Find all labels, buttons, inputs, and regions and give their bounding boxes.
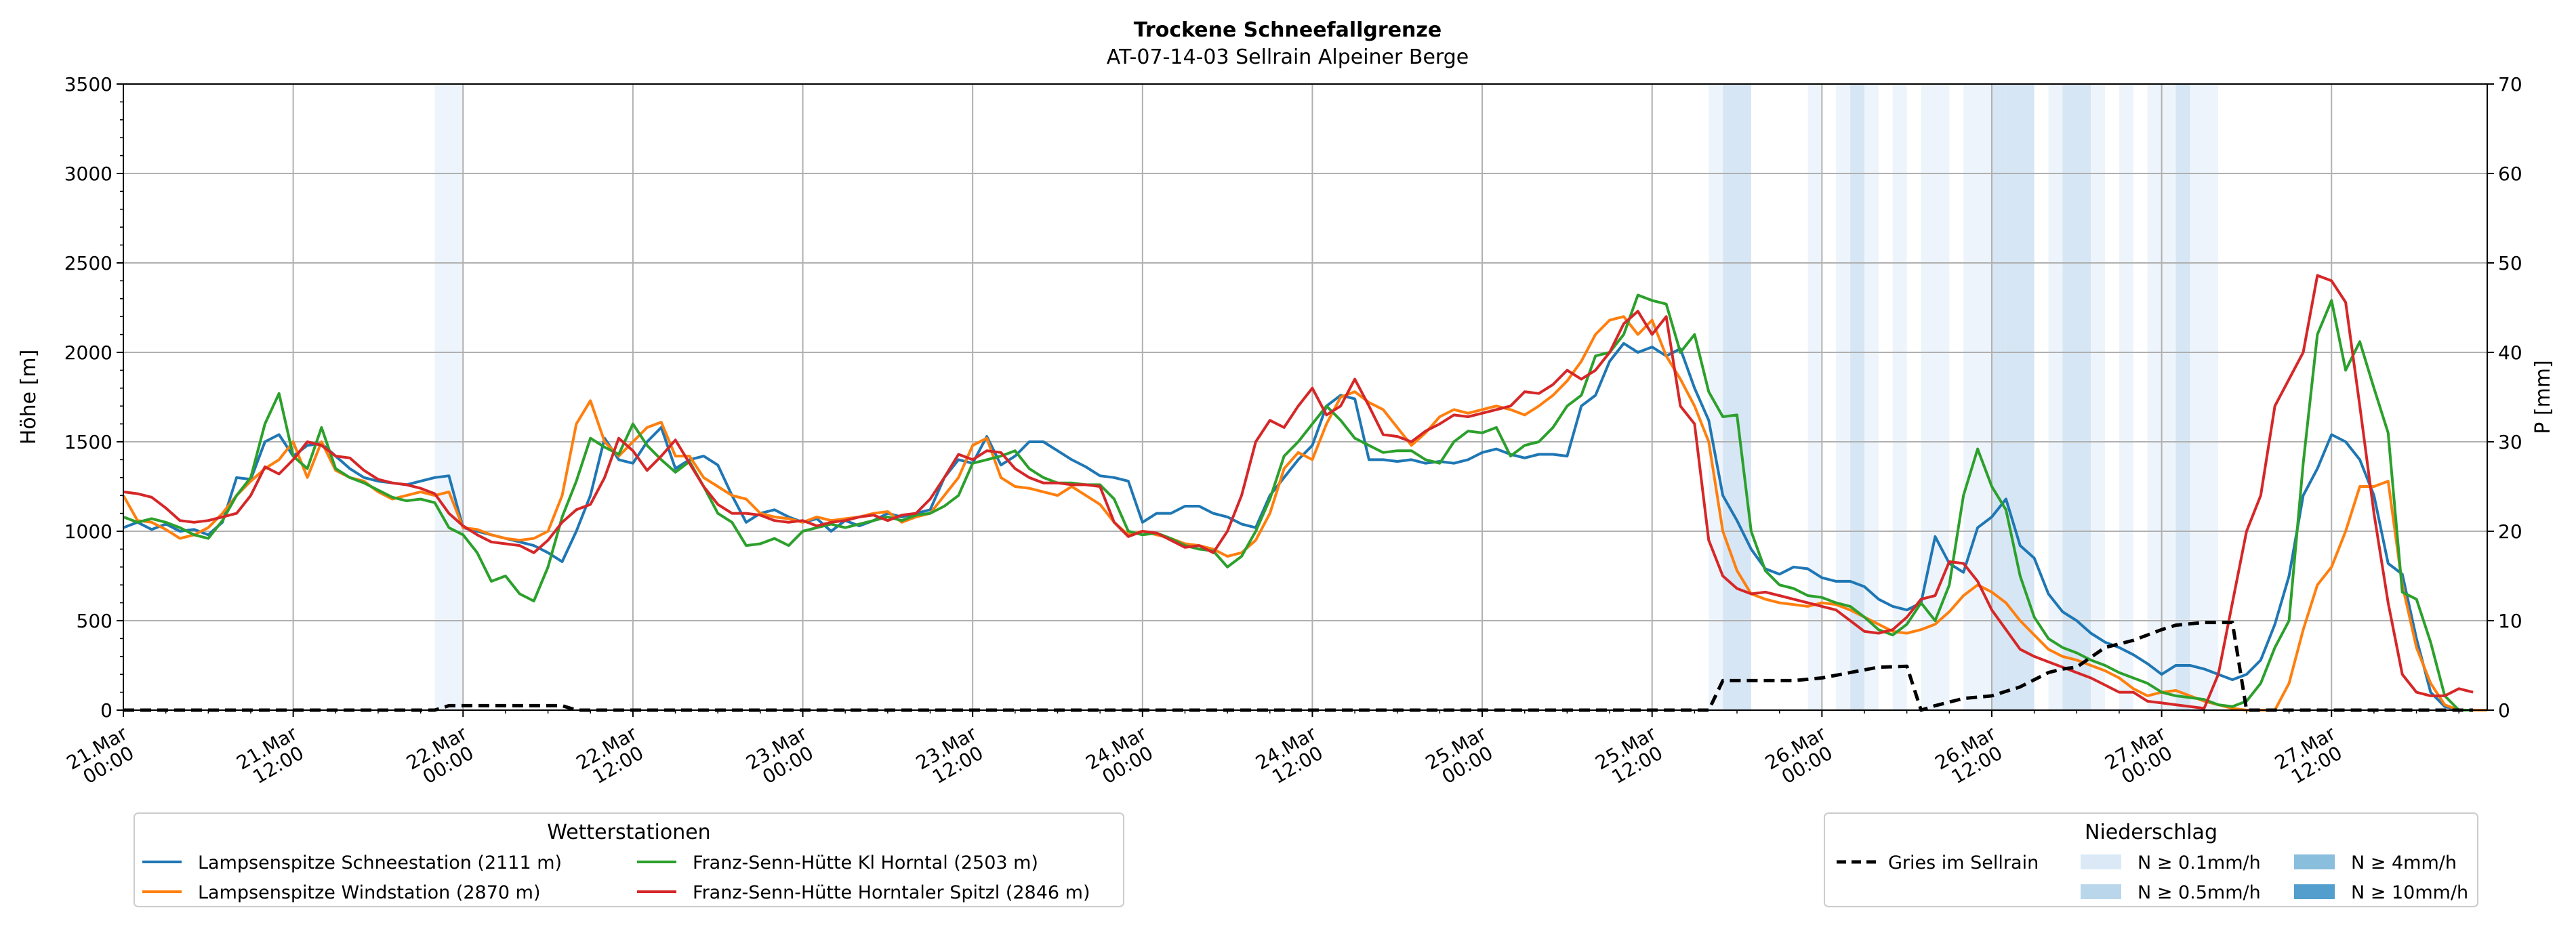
legend-precip: Niederschlag Gries im Sellrain N ≥ 0.1mm… xyxy=(1824,812,2478,907)
legend-stations-frame xyxy=(134,812,1124,907)
precip-band xyxy=(1850,84,1865,710)
x-tick-label: 21.Mar00:00 xyxy=(63,722,142,791)
legend-precip-frame xyxy=(1824,812,2478,907)
legend-precip-patch xyxy=(2081,854,2121,869)
legend-station-label: Lampsenspitze Schneestation (2111 m) xyxy=(198,852,562,873)
x-tick-label: 25.Mar00:00 xyxy=(1422,722,1500,791)
y2-tick-label: 50 xyxy=(2498,252,2522,274)
y-axis-label: Höhe [m] xyxy=(17,350,41,445)
plot-frame xyxy=(123,83,2488,711)
legend-precip-patch xyxy=(2081,884,2121,899)
legend-station-label: Franz-Senn-Hütte Kl Horntal (2503 m) xyxy=(693,852,1038,873)
x-tick-label: 25.Mar12:00 xyxy=(1591,722,1670,791)
y2-tick-label: 30 xyxy=(2498,431,2522,453)
chart-title: Trockene Schneefallgrenze xyxy=(1134,18,1442,42)
precip-band xyxy=(434,84,464,710)
precip-band xyxy=(2091,84,2106,710)
precip-band xyxy=(1921,84,1950,710)
precip-band xyxy=(2048,84,2063,710)
x-tick-label: 24.Mar00:00 xyxy=(1082,722,1160,791)
x-tick-label: 27.Mar12:00 xyxy=(2271,722,2350,791)
x-tick-label: 23.Mar00:00 xyxy=(742,722,821,791)
precip-band xyxy=(2005,84,2035,710)
y-tick-label: 500 xyxy=(77,610,113,632)
x-tick-label: 22.Mar12:00 xyxy=(573,722,651,791)
precip-band xyxy=(2147,84,2162,710)
legend-precip-patch xyxy=(2294,854,2335,869)
legend-precip-label: N ≥ 0.1mm/h xyxy=(2138,852,2261,873)
legend-station-label: Franz-Senn-Hütte Horntaler Spitzl (2846 … xyxy=(693,882,1090,903)
legend-station-label: Lampsenspitze Windstation (2870 m) xyxy=(198,882,541,903)
precip-band xyxy=(1807,84,1822,710)
series-line xyxy=(123,293,2474,711)
x-tick-label: 24.Mar12:00 xyxy=(1252,722,1330,791)
precip-band xyxy=(2161,84,2176,710)
y2-tick-label: 0 xyxy=(2498,699,2510,722)
precip-band xyxy=(1864,84,1879,710)
series-line xyxy=(123,274,2474,710)
y-tick-label: 3500 xyxy=(64,73,113,96)
series-line xyxy=(122,315,2487,711)
x-tick-label: 21.Mar12:00 xyxy=(232,722,311,791)
legend-precip-patch xyxy=(2294,884,2335,899)
x-tick-label: 23.Mar12:00 xyxy=(912,722,991,791)
precipitation-bands xyxy=(434,84,2219,710)
x-tick-label: 26.Mar12:00 xyxy=(1931,722,2010,791)
precip-band xyxy=(1991,84,2006,710)
legend-stations-title: Wetterstationen xyxy=(547,821,710,844)
x-tick-label: 22.Mar00:00 xyxy=(403,722,481,791)
precip-band xyxy=(2119,84,2133,710)
precip-band xyxy=(1723,84,1751,710)
y-tick-label: 1000 xyxy=(64,520,113,543)
legend-precip-label: N ≥ 0.5mm/h xyxy=(2138,882,2261,903)
series-lines xyxy=(122,274,2487,712)
y2-tick-label: 70 xyxy=(2498,73,2522,96)
precip-band xyxy=(2062,84,2091,710)
y-tick-label: 3000 xyxy=(64,163,113,185)
precip-band xyxy=(2175,84,2190,710)
y2-tick-label: 60 xyxy=(2498,163,2522,185)
y2-tick-label: 40 xyxy=(2498,342,2522,364)
y2-axis-label: P [mm] xyxy=(2531,360,2555,434)
y2-tick-label: 20 xyxy=(2498,520,2522,543)
y-tick-label: 2000 xyxy=(64,342,113,364)
y2-tick-label: 10 xyxy=(2498,610,2522,632)
y-tick-label: 2500 xyxy=(64,252,113,274)
precip-band xyxy=(1709,84,1723,710)
grid-lines xyxy=(123,83,2487,711)
x-tick-label: 26.Mar00:00 xyxy=(1761,722,1840,791)
y-tick-label: 1500 xyxy=(64,431,113,453)
precip-band xyxy=(1836,84,1851,710)
precip-band xyxy=(1978,84,1992,710)
precip-band xyxy=(1963,84,1978,710)
legend-precip-label: N ≥ 4mm/h xyxy=(2351,852,2457,873)
legend-stations: Wetterstationen Lampsenspitze Schneestat… xyxy=(134,812,1124,907)
legend-precip-title: Niederschlag xyxy=(2085,821,2217,844)
precip-band xyxy=(2190,84,2219,710)
chart-subtitle: AT-07-14-03 Sellrain Alpeiner Berge xyxy=(1107,45,1469,69)
precip-band xyxy=(1892,84,1907,710)
y-tick-label: 0 xyxy=(100,699,113,722)
legend-precip-label: N ≥ 10mm/h xyxy=(2351,882,2468,903)
x-tick-label: 27.Mar00:00 xyxy=(2101,722,2180,791)
legend-label-gries: Gries im Sellrain xyxy=(1888,852,2039,873)
